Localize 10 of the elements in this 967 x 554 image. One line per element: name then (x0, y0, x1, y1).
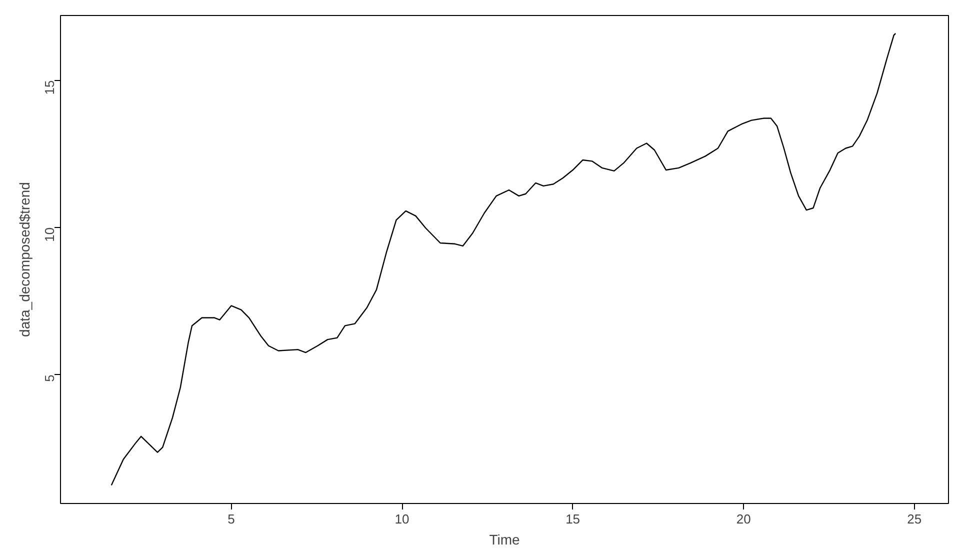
x-tick-label: 10 (394, 512, 410, 526)
x-axis-title: Time (489, 532, 520, 548)
x-tick-label: 20 (736, 512, 751, 526)
x-tick-label: 15 (566, 512, 580, 526)
y-tick-label: 5 (42, 374, 57, 382)
y-tick-label: 10 (42, 227, 57, 242)
x-tick-label: 5 (228, 512, 235, 526)
y-tick-label: 15 (42, 80, 57, 95)
y-axis-title: data_decomposed$trend (16, 182, 32, 337)
x-tick-label: 25 (907, 512, 922, 526)
